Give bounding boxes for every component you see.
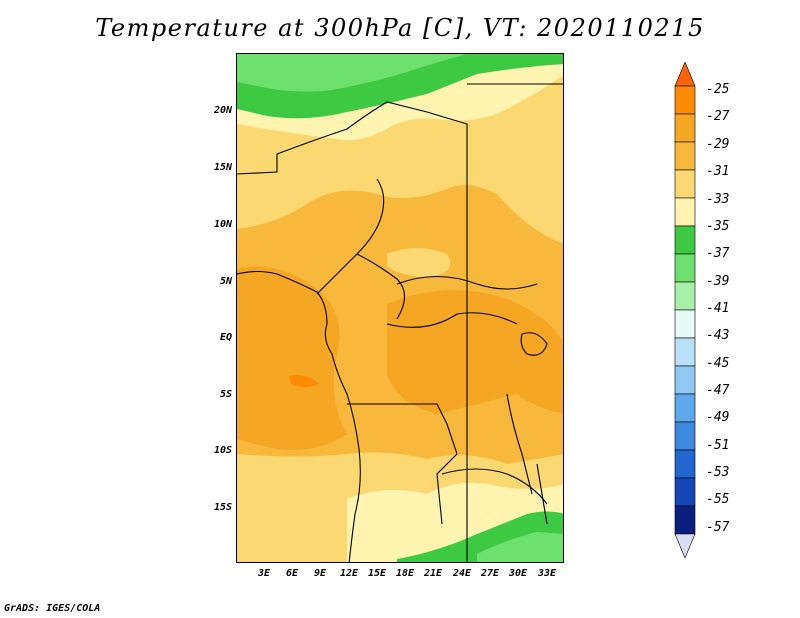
temp-field-pale-pocket	[387, 248, 451, 277]
lat-tick-label: 15S	[213, 502, 232, 513]
border-car	[396, 275, 538, 290]
colorbar-graphic	[674, 61, 696, 559]
colorbar-swatch	[674, 337, 696, 367]
lon-tick-label: 15E	[367, 568, 387, 579]
lon-tick-label: 9E	[313, 568, 327, 579]
colorbar-label: -37	[706, 246, 730, 261]
coastlines-borders	[237, 83, 563, 562]
colorbar-label: -43	[706, 328, 730, 343]
colorbar-label: -25	[706, 82, 730, 97]
lat-tick-label: 20N	[213, 105, 232, 116]
colorbar-swatch	[674, 477, 696, 507]
colorbar-swatch	[674, 225, 696, 255]
lat-tick-label: 10S	[213, 445, 232, 456]
border-drc-north	[386, 312, 518, 328]
colorbar-swatch	[674, 505, 696, 535]
border-sahel	[237, 101, 468, 562]
colorbar-label: -39	[706, 274, 730, 289]
border-chad	[316, 178, 385, 295]
colorbar-bottom-triangle	[674, 533, 696, 559]
lat-tick-label: 5N	[219, 276, 232, 287]
colorbar-swatch	[674, 393, 696, 423]
colorbar-label: -53	[706, 465, 730, 480]
lon-tick-label: 6E	[285, 568, 299, 579]
colorbar-label: -55	[706, 492, 730, 507]
border-zambia	[441, 468, 548, 505]
border-cameroon	[356, 253, 406, 320]
colorbar-label: -35	[706, 219, 730, 234]
colorbar-swatch	[674, 85, 696, 115]
lake-victoria	[520, 332, 548, 356]
colorbar-swatch	[674, 281, 696, 311]
temp-field-warm-center	[387, 290, 563, 414]
temperature-map	[237, 54, 563, 562]
lake-tanganyika	[506, 393, 533, 495]
lon-tick-label: 24E	[452, 568, 472, 579]
colorbar-label: -27	[706, 109, 730, 124]
border-angola	[347, 403, 458, 525]
colorbar-top-triangle	[674, 61, 696, 87]
lat-tick-label: 10N	[213, 219, 232, 230]
colorbar	[670, 61, 700, 559]
lon-tick-label: 33E	[537, 568, 557, 579]
colorbar-label: -51	[706, 438, 730, 453]
colorbar-swatch	[674, 253, 696, 283]
map-panel	[236, 53, 564, 563]
colorbar-swatch	[674, 421, 696, 451]
coastline-west-africa	[237, 270, 361, 562]
colorbar-swatch	[674, 449, 696, 479]
lat-tick-label: 15N	[213, 162, 232, 173]
colorbar-label: -33	[706, 192, 730, 207]
lat-tick-label: EQ	[219, 332, 232, 343]
colorbar-label: -45	[706, 356, 730, 371]
lon-tick-label: 21E	[423, 568, 443, 579]
lon-tick-label: 12E	[339, 568, 359, 579]
temp-field-southern-lightgreen	[477, 532, 563, 562]
footer-credit: GrADS: IGES/COLA	[4, 603, 101, 614]
lon-tick-label: 30E	[508, 568, 528, 579]
temp-field-warm-spot	[289, 375, 319, 387]
lon-tick-label: 27E	[480, 568, 500, 579]
lake-malawi	[536, 463, 548, 525]
colorbar-label: -49	[706, 410, 730, 425]
colorbar-swatch	[674, 113, 696, 143]
colorbar-label: -47	[706, 383, 730, 398]
lat-tick-label: 5S	[219, 389, 232, 400]
temp-field-northern-lightgreen	[237, 54, 467, 92]
colorbar-swatch	[674, 365, 696, 395]
lon-tick-label: 18E	[395, 568, 415, 579]
colorbar-label: -41	[706, 301, 730, 316]
temp-field-warm-west	[237, 266, 347, 450]
colorbar-label: -57	[706, 520, 730, 535]
colorbar-label: -31	[706, 164, 730, 179]
colorbar-swatch	[674, 309, 696, 339]
map-title: Temperature at 300hPa [C], VT: 202011021…	[95, 14, 705, 42]
colorbar-swatch	[674, 197, 696, 227]
colorbar-swatch	[674, 169, 696, 199]
colorbar-label: -29	[706, 137, 730, 152]
colorbar-swatch	[674, 141, 696, 171]
lon-tick-label: 3E	[257, 568, 271, 579]
